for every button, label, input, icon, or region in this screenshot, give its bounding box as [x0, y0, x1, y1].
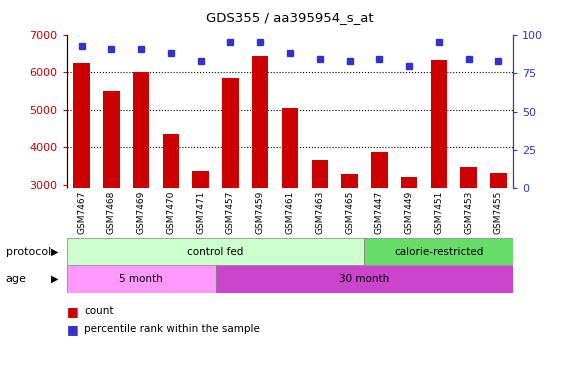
- Bar: [74, 63, 90, 188]
- Text: GSM7468: GSM7468: [107, 191, 116, 234]
- Bar: [252, 56, 269, 188]
- Bar: [282, 108, 298, 188]
- Text: calorie-restricted: calorie-restricted: [394, 247, 484, 257]
- Text: GSM7451: GSM7451: [434, 191, 443, 234]
- Text: GSM7467: GSM7467: [77, 191, 86, 234]
- Bar: [193, 171, 209, 188]
- Bar: [222, 78, 238, 188]
- Bar: [401, 177, 417, 188]
- Text: GSM7471: GSM7471: [196, 191, 205, 234]
- Text: GSM7449: GSM7449: [405, 191, 414, 234]
- Bar: [490, 173, 506, 188]
- Text: GSM7459: GSM7459: [256, 191, 264, 234]
- Text: GSM7457: GSM7457: [226, 191, 235, 234]
- Text: GSM7453: GSM7453: [464, 191, 473, 234]
- Text: ■: ■: [67, 323, 78, 336]
- Bar: [461, 168, 477, 188]
- Text: GDS355 / aa395954_s_at: GDS355 / aa395954_s_at: [206, 11, 374, 24]
- Bar: [103, 91, 119, 188]
- Bar: [67, 265, 216, 293]
- Bar: [163, 134, 179, 188]
- Text: protocol: protocol: [6, 247, 51, 257]
- Text: GSM7470: GSM7470: [166, 191, 175, 234]
- Bar: [216, 265, 513, 293]
- Bar: [431, 60, 447, 188]
- Text: GSM7461: GSM7461: [285, 191, 295, 234]
- Text: ▶: ▶: [52, 274, 59, 284]
- Text: age: age: [6, 274, 27, 284]
- Bar: [67, 238, 364, 265]
- Text: GSM7463: GSM7463: [316, 191, 324, 234]
- Text: GSM7469: GSM7469: [137, 191, 146, 234]
- Bar: [311, 160, 328, 188]
- Bar: [342, 174, 358, 188]
- Bar: [364, 238, 513, 265]
- Text: percentile rank within the sample: percentile rank within the sample: [84, 324, 260, 335]
- Text: 30 month: 30 month: [339, 274, 390, 284]
- Text: GSM7447: GSM7447: [375, 191, 384, 234]
- Bar: [371, 153, 387, 188]
- Text: 5 month: 5 month: [119, 274, 163, 284]
- Bar: [133, 71, 149, 188]
- Text: GSM7465: GSM7465: [345, 191, 354, 234]
- Text: ▶: ▶: [52, 247, 59, 257]
- Text: GSM7455: GSM7455: [494, 191, 503, 234]
- Text: control fed: control fed: [187, 247, 244, 257]
- Text: count: count: [84, 306, 114, 316]
- Text: ■: ■: [67, 305, 78, 318]
